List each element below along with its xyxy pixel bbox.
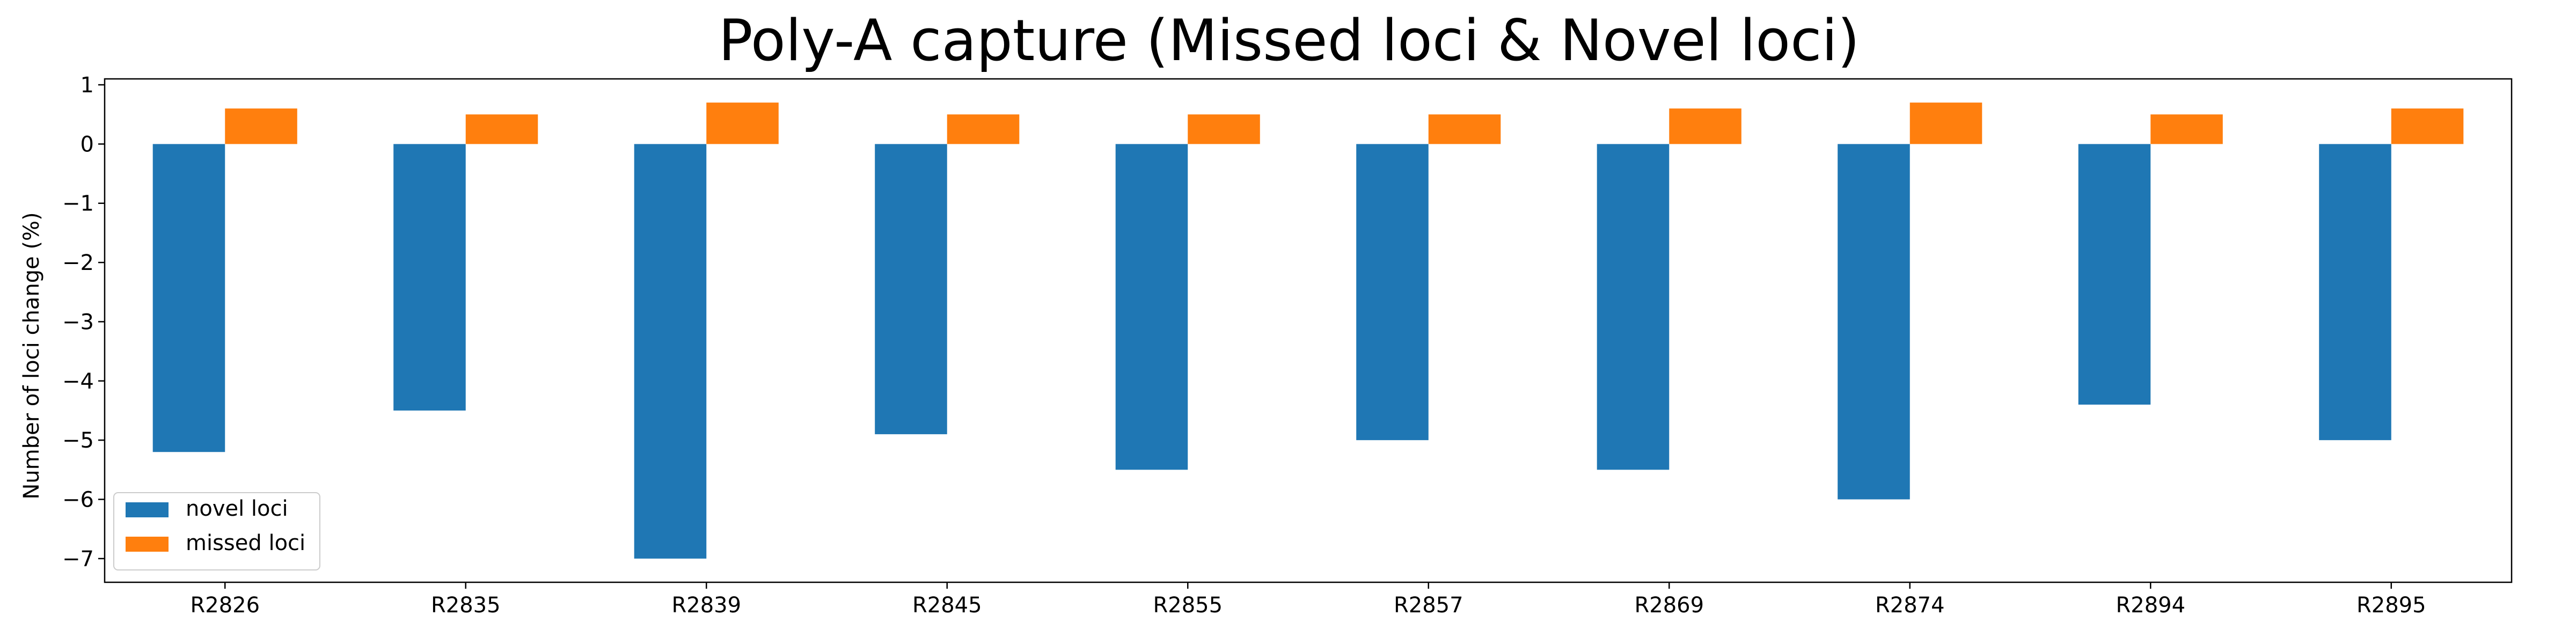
bar-missed-loci-R2835	[465, 114, 538, 144]
bar-novel-loci-R2874	[1838, 144, 1910, 500]
bar-novel-loci-R2857	[1356, 144, 1429, 441]
x-tick-label: R2845	[912, 593, 982, 618]
y-tick-label: 1	[80, 73, 94, 98]
x-tick-label: R2869	[1634, 593, 1704, 618]
chart-title: Poly-A capture (Missed loci & Novel loci…	[719, 8, 1860, 74]
bar-novel-loci-R2826	[152, 144, 225, 452]
bar-missed-loci-R2894	[2150, 114, 2223, 144]
legend: novel loci missed loci	[113, 492, 320, 570]
plot-frame	[104, 78, 2513, 583]
legend-swatch-missed-loci	[126, 537, 169, 552]
y-tick-label: −1	[62, 192, 94, 216]
y-axis-label: Number of loci change (%)	[19, 212, 44, 499]
legend-label-novel-loci: novel loci	[186, 496, 288, 521]
legend-swatch-novel-loci	[126, 502, 169, 517]
x-tick-label: R2855	[1153, 593, 1223, 618]
bar-novel-loci-R2895	[2319, 144, 2391, 441]
bar-missed-loci-R2895	[2391, 108, 2464, 144]
y-tick-label: 0	[80, 132, 94, 157]
x-tick-label: R2839	[671, 593, 741, 618]
bar-novel-loci-R2845	[875, 144, 947, 435]
bar-missed-loci-R2826	[225, 108, 297, 144]
bar-missed-loci-R2874	[1909, 103, 1982, 144]
bar-novel-loci-R2855	[1115, 144, 1188, 470]
x-tick-label: R2895	[2357, 593, 2426, 618]
bar-missed-loci-R2869	[1669, 108, 1741, 144]
bar-novel-loci-R2835	[393, 144, 466, 411]
y-tick-label: −5	[62, 428, 94, 453]
y-tick-label: −7	[62, 547, 94, 572]
bar-novel-loci-R2894	[2078, 144, 2151, 405]
y-tick-label: −2	[62, 251, 94, 275]
x-tick-label: R2857	[1394, 593, 1463, 618]
y-tick-label: −3	[62, 310, 94, 334]
legend-label-missed-loci: missed loci	[186, 531, 305, 555]
y-tick-label: −6	[62, 488, 94, 513]
bars	[152, 103, 2464, 559]
x-tick-label: R2894	[2116, 593, 2185, 618]
x-tick-label: R2874	[1875, 593, 1945, 618]
bar-novel-loci-R2839	[634, 144, 707, 559]
x-tick-label: R2826	[190, 593, 260, 618]
axes: 1 0 −1 −2 −3 −4 −5 −6 −7 R2826 R2835 R2839 R2845 R285…	[62, 73, 2513, 618]
x-tick-label: R2835	[431, 593, 501, 618]
bar-missed-loci-R2845	[947, 114, 1020, 144]
bar-missed-loci-R2857	[1428, 114, 1501, 144]
bar-missed-loci-R2839	[706, 103, 779, 144]
bar-missed-loci-R2855	[1188, 114, 1260, 144]
bar-novel-loci-R2869	[1597, 144, 1670, 470]
y-tick-label: −4	[62, 369, 94, 394]
